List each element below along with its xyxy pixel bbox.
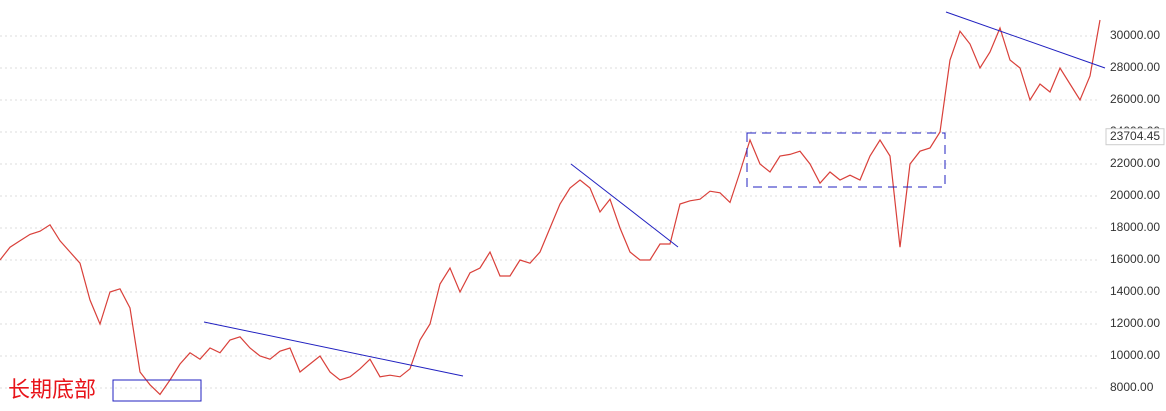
y-tick-label: 16000.00 — [1110, 252, 1160, 266]
trend-line — [203, 321, 464, 377]
y-tick-label: 28000.00 — [1110, 60, 1160, 74]
y-tick-label: 22000.00 — [1110, 156, 1160, 170]
annotations — [112, 11, 1106, 402]
y-tick-label: 14000.00 — [1110, 284, 1160, 298]
y-tick-label: 10000.00 — [1110, 348, 1160, 362]
grid — [0, 35, 1100, 389]
y-tick-label: 26000.00 — [1110, 92, 1160, 106]
trend-line — [570, 163, 679, 248]
annotation-label: 长期底部 — [8, 377, 96, 402]
bottom-box — [112, 379, 202, 402]
trend-line — [945, 11, 1106, 69]
y-tick-label: 30000.00 — [1110, 28, 1160, 42]
last-price-label: 23704.45 — [1110, 129, 1160, 143]
range-box — [746, 132, 946, 188]
price-line — [0, 19, 1101, 396]
last-price-box — [1105, 128, 1165, 146]
y-tick-label: 20000.00 — [1110, 188, 1160, 202]
y-tick-label: 12000.00 — [1110, 316, 1160, 330]
y-tick-label: 8000.00 — [1110, 380, 1154, 394]
y-tick-label: 18000.00 — [1110, 220, 1160, 234]
